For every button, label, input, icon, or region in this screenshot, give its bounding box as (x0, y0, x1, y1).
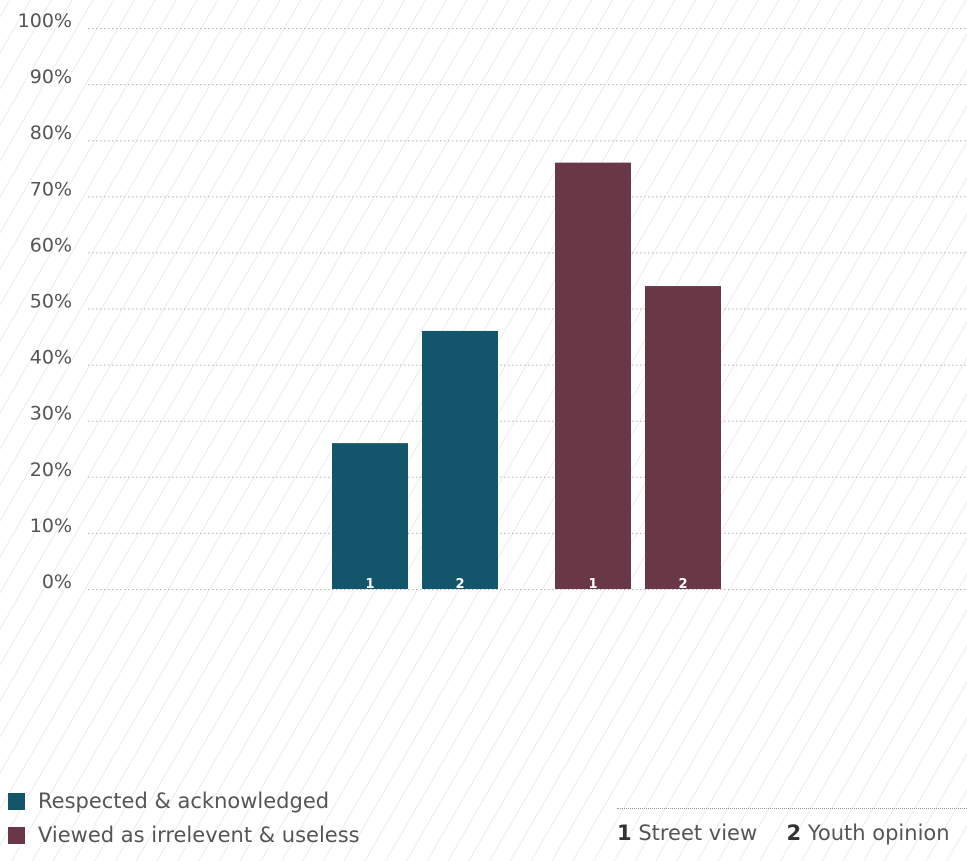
y-tick-label: 70% (30, 178, 72, 200)
legend-item-respected: Respected & acknowledged (8, 785, 360, 817)
legend-swatch-respected (8, 792, 25, 810)
y-tick-label: 90% (30, 66, 72, 88)
bar (555, 162, 631, 589)
bar-label: 1 (365, 577, 374, 592)
legend-swatch-irrelevant (8, 826, 25, 844)
key-label-youth-opinion: Youth opinion (807, 821, 950, 845)
bar (332, 443, 408, 589)
key-number-1: 1 (617, 821, 632, 845)
bar (645, 286, 721, 589)
bar-label: 2 (678, 577, 687, 592)
legend-item-irrelevant: Viewed as irrelevent & useless (8, 819, 360, 851)
y-tick-label: 40% (30, 347, 72, 369)
y-tick-label: 30% (30, 403, 72, 425)
y-tick-label: 100% (18, 10, 72, 32)
bar-label: 1 (588, 577, 597, 592)
y-tick-label: 50% (30, 291, 72, 313)
legend-label-respected: Respected & acknowledged (38, 789, 330, 813)
y-tick-label: 20% (30, 459, 72, 481)
y-tick-label: 0% (42, 571, 72, 593)
y-tick-label: 60% (30, 234, 72, 256)
bar (422, 330, 498, 589)
series-key: 1 Street view 2 Youth opinion (617, 808, 967, 845)
key-number-2: 2 (786, 821, 802, 845)
y-tick-label: 80% (30, 122, 72, 144)
legend: Respected & acknowledged Viewed as irrel… (8, 785, 360, 853)
key-label-street-view: Street view (638, 821, 758, 845)
series-key-row: 1 Street view 2 Youth opinion (617, 821, 967, 845)
bar-label: 2 (455, 577, 464, 592)
legend-label-irrelevant: Viewed as irrelevent & useless (38, 823, 360, 847)
y-tick-label: 10% (30, 515, 72, 537)
bar-chart: 0% 10% 20% 30% 40% 50% 60% 70% 80% 90% 100% 1 2 1 2 (18, 10, 967, 593)
